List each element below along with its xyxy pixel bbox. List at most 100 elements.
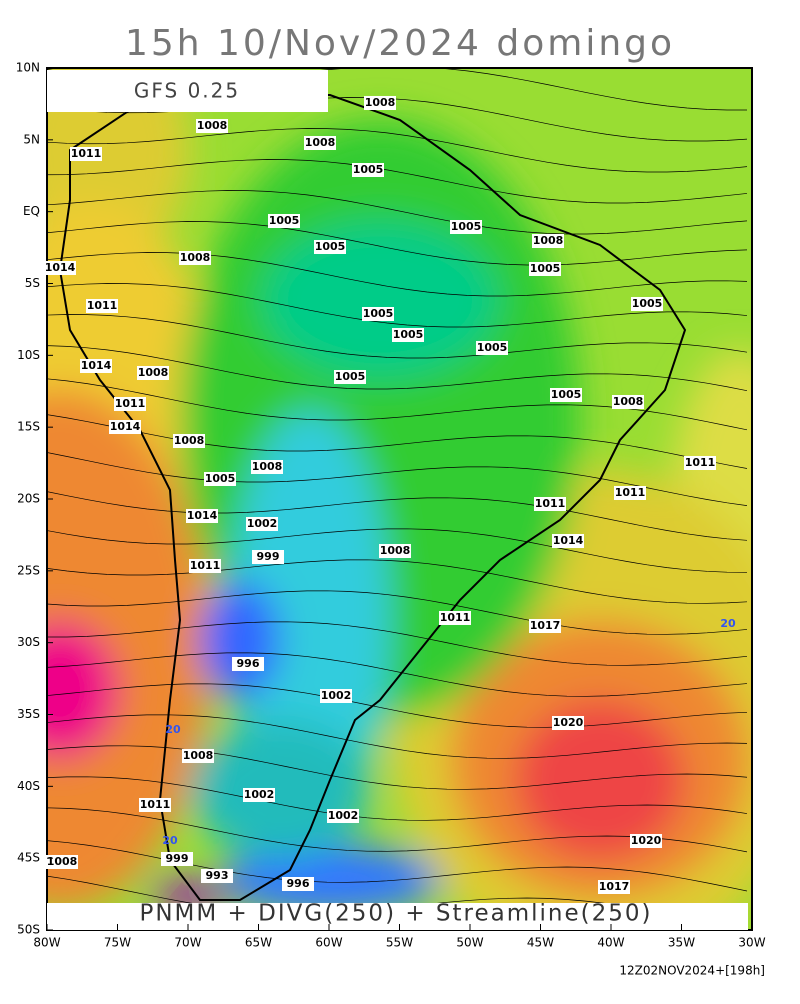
contour-label-bg [173,434,205,448]
contour-label: 999 [257,550,280,563]
contour-label: 999 [166,852,189,865]
contour-label-bg [201,869,233,883]
contour-label: 1017 [530,619,561,632]
contour-label: 1011 [685,456,716,469]
contour-label-bg [252,550,284,564]
contour-label-bg [450,220,482,234]
contour-label: 1002 [247,517,278,530]
contour-label: 1011 [115,397,146,410]
contour-label-bg [364,96,396,110]
streamline [47,283,748,328]
lat-label: 10N [16,61,40,75]
lon-label: 40W [597,936,624,950]
pressure-blob [47,620,120,760]
streamline [47,128,748,173]
contour-label-bg [476,341,508,355]
contour-label-bg [243,788,275,802]
contour-label: 20 [720,617,736,630]
contour-label-bg [80,359,112,373]
pressure-blob [220,845,440,915]
contour-label: 1005 [363,307,394,320]
contour-label: 1005 [205,472,236,485]
contour-label-bg [314,240,346,254]
streamline [47,590,748,635]
lon-label: 50W [456,936,483,950]
lat-label: 40S [17,779,40,793]
contour-label: 1008 [174,434,205,447]
contour-label-bg [630,834,662,848]
contour-label: 1005 [353,163,384,176]
streamline [47,683,748,728]
contour-label-bg [529,262,561,276]
contour-label: 996 [237,657,260,670]
contour-label-bg [379,544,411,558]
contour-label-bg [189,559,221,573]
contour-label-bg [186,509,218,523]
contour-label: 1005 [335,370,366,383]
contour-label: 1011 [440,611,471,624]
lon-label: 80W [33,936,60,950]
contour-label-bg [614,486,646,500]
contour-label-bg [684,456,716,470]
lat-label: 35S [17,707,40,721]
contour-label-bg [109,420,141,434]
lon-label: 75W [104,936,131,950]
contour-label: 1020 [553,716,584,729]
streamline [47,190,748,235]
lat-label: 10S [17,348,40,362]
contour-label: 1005 [451,220,482,233]
streamline [47,528,748,573]
contour-label-bg [179,251,211,265]
contour-label-bg [246,517,278,531]
contour-label: 1005 [477,341,508,354]
contour-label-bg [612,395,644,409]
contour-label-bg [552,716,584,730]
contour-label-bg [137,366,169,380]
streamline [47,452,748,506]
contour-label-bg [304,136,336,150]
streamline [47,807,748,853]
contour-label: 1011 [190,559,221,572]
contour-label-bg [334,370,366,384]
lon-label: 60W [315,936,342,950]
contour-label: 1002 [244,788,275,801]
contour-label-bg [268,214,300,228]
lat-label: 15S [17,420,40,434]
contour-label: 1017 [599,880,630,893]
streamline [47,745,748,790]
streamline [47,345,748,392]
lon-label: 35W [668,936,695,950]
contour-label: 1005 [632,297,663,310]
contour-label: 1008 [183,749,214,762]
contour-label-bg [362,307,394,321]
contour-label-bg [550,388,582,402]
contour-label: 1008 [197,119,228,132]
contour-label: 1011 [71,147,102,160]
streamline [47,840,748,892]
contour-label: 1008 [47,855,78,868]
contour-label: 1014 [45,261,76,274]
contour-label: 1011 [615,486,646,499]
contour-label-bg [320,689,352,703]
contour-label-bg [86,299,118,313]
contour-label: 1005 [530,262,561,275]
streamline [47,221,748,266]
contour-label: 993 [206,869,229,882]
contour-label: 1020 [631,834,662,847]
contour-label: 1008 [380,544,411,557]
contour-label-bg [327,809,359,823]
lat-label: 25S [17,563,40,577]
coastline [58,94,687,901]
contour-label: 1014 [553,534,584,547]
contour-label-bg [182,749,214,763]
contour-label: 1008 [252,460,283,473]
contour-label: 1008 [365,96,396,109]
contour-label: 20 [165,723,181,736]
title: 15h 10/Nov/2024 domingo [125,23,675,64]
run-label: 12Z02NOV2024+[198h] [619,964,765,978]
streamline [47,491,748,541]
contour-label: 1011 [140,798,171,811]
streamline [47,559,748,604]
contour-label: 996 [287,877,310,890]
lon-label: 30W [738,936,765,950]
